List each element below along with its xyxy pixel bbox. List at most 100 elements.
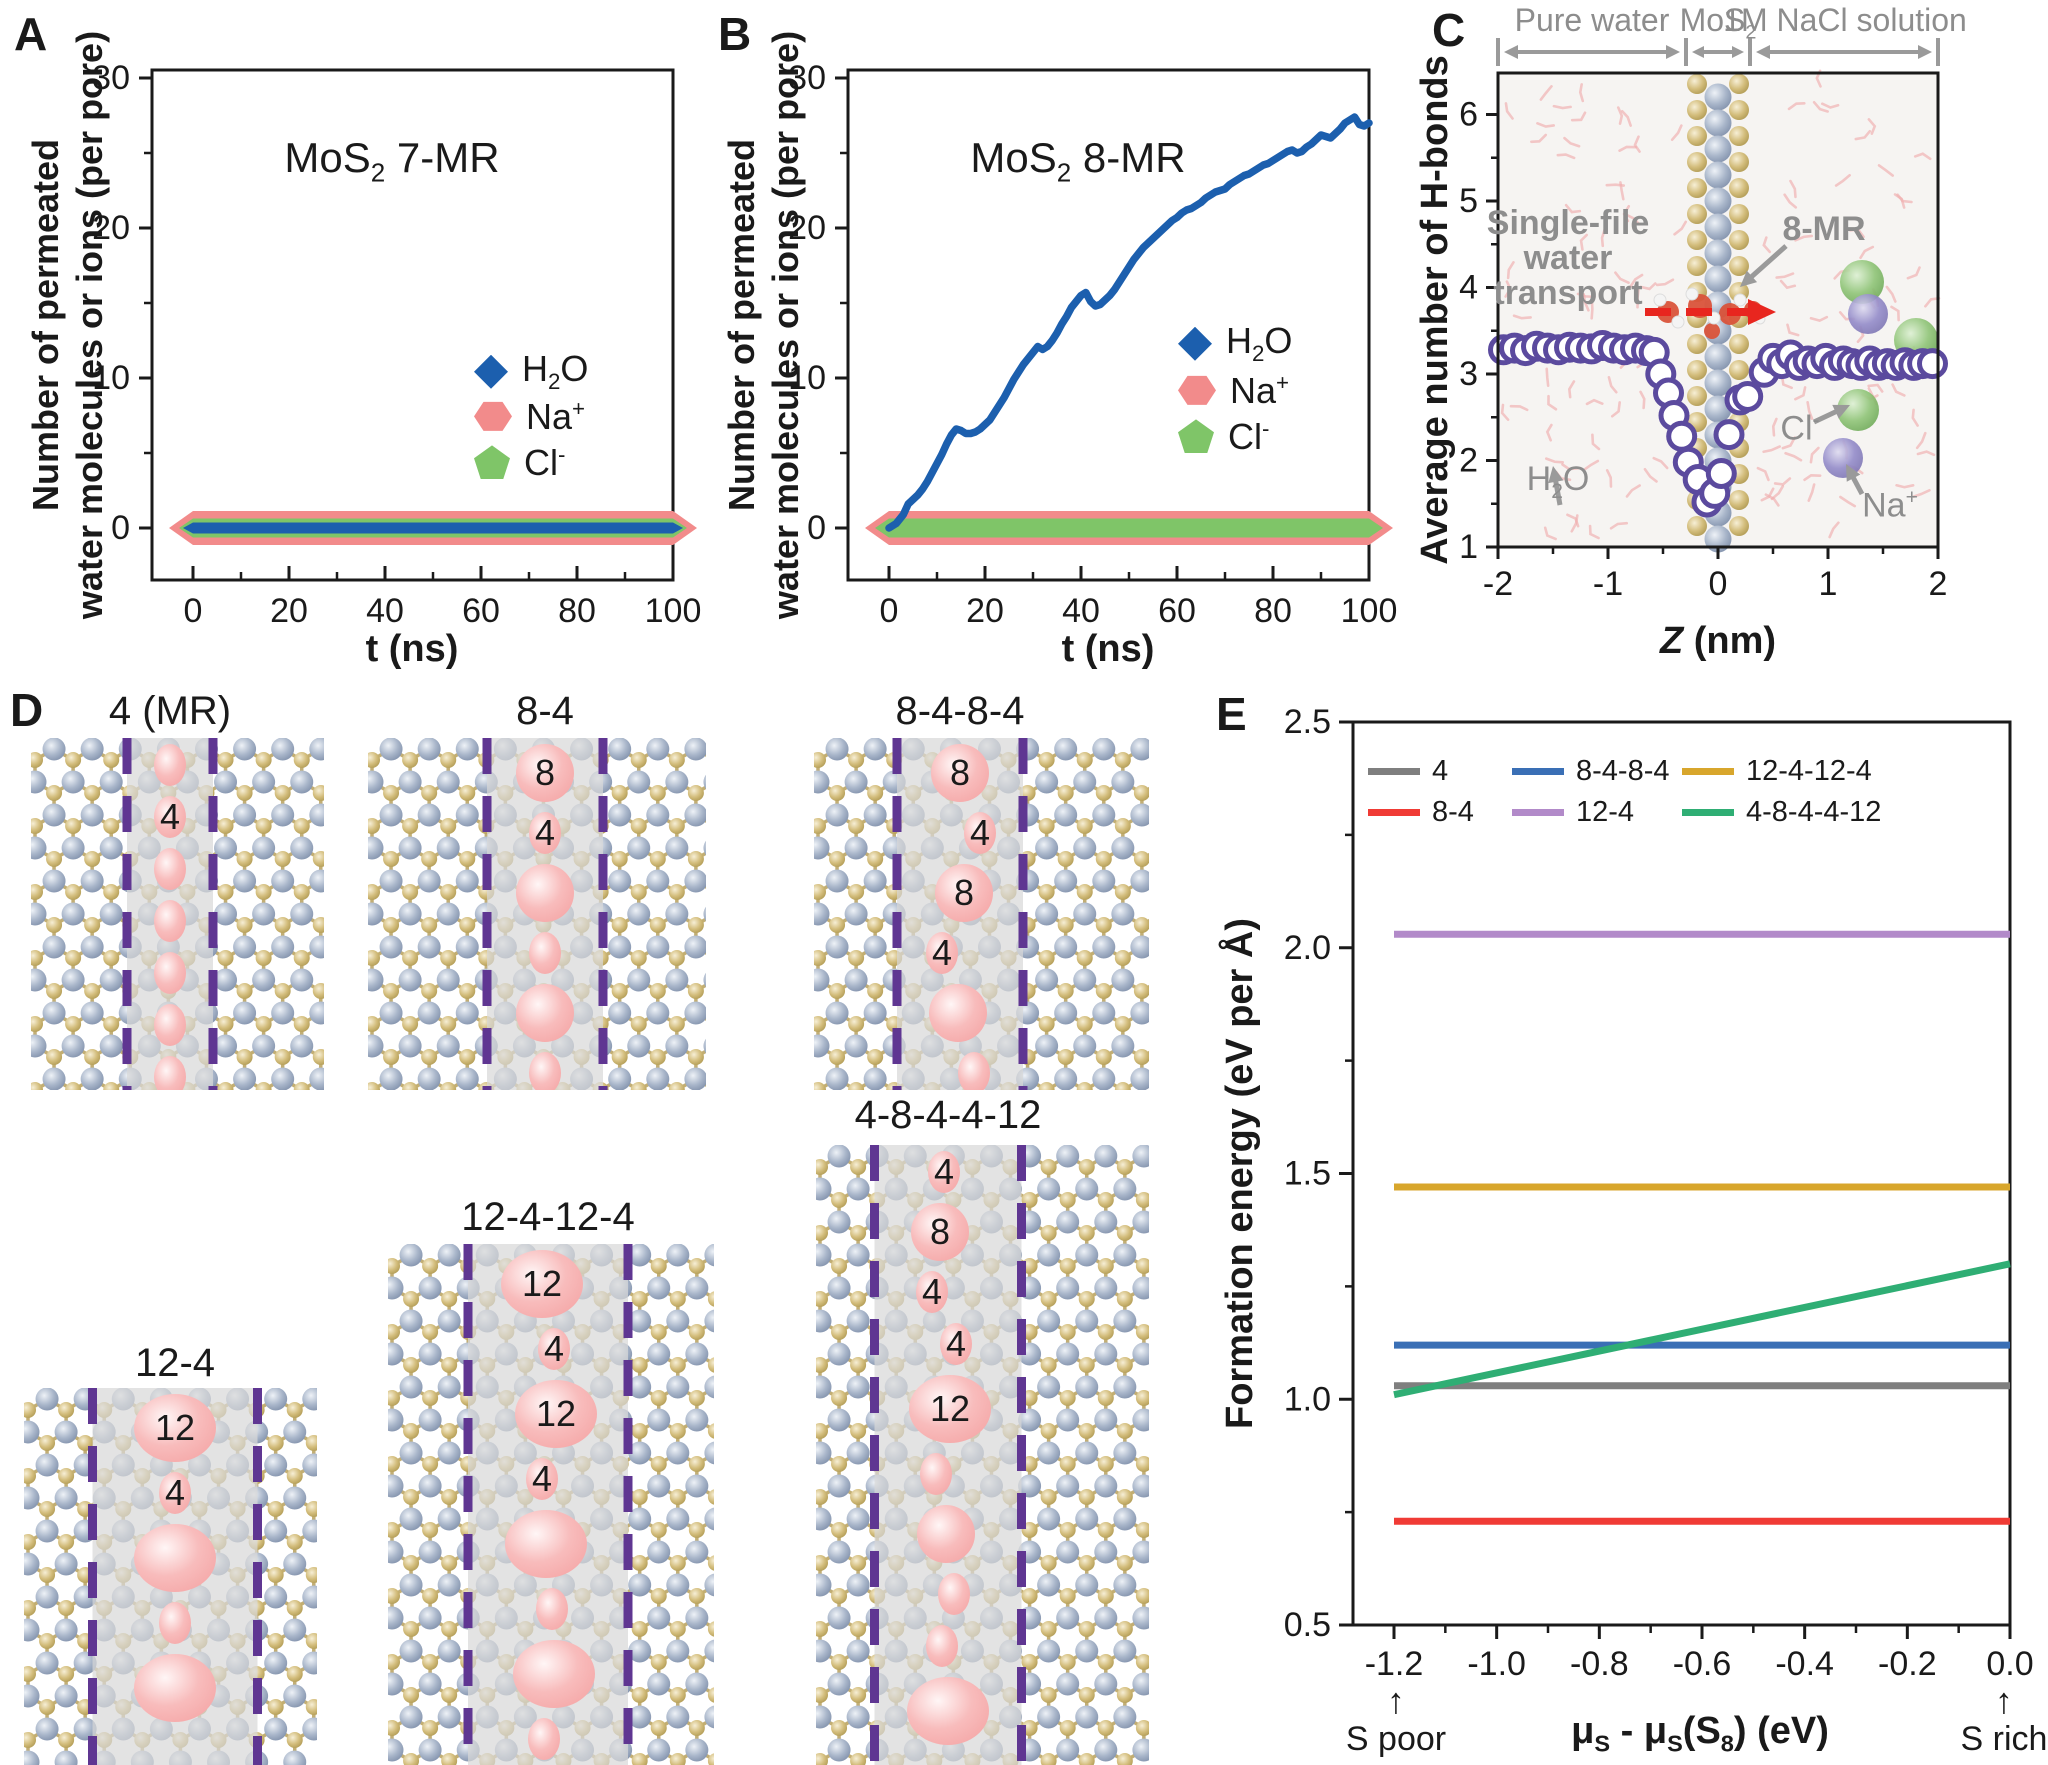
tick-label: 20 [788, 209, 826, 247]
tick-label: 2.5 [1284, 703, 1331, 741]
structure-8-4: 84 [368, 738, 706, 1090]
tick-label: -0.4 [1775, 1645, 1834, 1683]
structure-title-12-4-12-4: 12-4-12-4 [461, 1195, 635, 1239]
cl-pentagon-icon [1178, 419, 1214, 454]
tick-label: -1.0 [1467, 1645, 1526, 1683]
pore-4 [926, 1625, 958, 1667]
panel-b-title: MoS2 8-MR [970, 134, 1186, 188]
pore-12 [909, 1375, 991, 1443]
panel-label-d: D [10, 684, 44, 736]
pore-4 [154, 848, 186, 890]
cl-pentagon-icon [474, 445, 510, 480]
tick-label: 6 [1459, 96, 1478, 134]
tick-label: 2.0 [1284, 929, 1331, 967]
hbond-data-point [1705, 458, 1737, 489]
tick-label: 30 [92, 59, 130, 97]
hbond-data-point [1666, 420, 1698, 452]
pore-4 [958, 1052, 990, 1090]
h2o-diamond-icon [474, 354, 508, 389]
pore-4 [159, 1602, 191, 1644]
tick-label: 1.0 [1284, 1380, 1331, 1418]
pore-size-label: 4 [946, 1323, 966, 1364]
tick-label: -0.6 [1673, 1645, 1732, 1683]
h2o-curve [885, 113, 1373, 532]
panel-e-xlabel: μS - μS(S8) (eV) [1571, 1710, 1829, 1757]
pore-size-label: 4 [544, 1328, 564, 1369]
tick-label: 1.5 [1284, 1155, 1331, 1193]
annotation-cl: Cl- [1780, 409, 1820, 448]
pore-size-label: 12 [536, 1393, 576, 1434]
pore-12 [501, 1250, 583, 1318]
tick-label: 100 [1341, 592, 1398, 630]
na-hexagon-icon [474, 401, 512, 431]
pore-12 [907, 1677, 989, 1745]
pore-4 [536, 1588, 568, 1630]
legend-item-h2o-b: H2O [1178, 322, 1292, 366]
tick-label: 3 [1459, 355, 1478, 393]
pore-4 [154, 1056, 186, 1090]
annotation-h2o: H2O [1526, 460, 1590, 503]
pore-8 [516, 984, 574, 1042]
tick-label: 4 [1459, 269, 1478, 307]
hbond-data-point [1732, 381, 1764, 412]
pore-size-label: 4 [532, 1458, 552, 1499]
structure-title-4-8-4-4-12: 4-8-4-4-12 [854, 1093, 1042, 1137]
structure-12-4: 12 4 [24, 1388, 317, 1765]
tick-label: 2 [1459, 442, 1478, 480]
line-swatch [1512, 808, 1564, 816]
pore-4 [154, 900, 186, 942]
pore-4 [154, 796, 186, 838]
annotation-single-file-3: transport [1493, 274, 1643, 312]
pore-12 [134, 1654, 216, 1722]
structure-title-8-4: 8-4 [516, 689, 574, 733]
tick-label: -0.2 [1878, 1645, 1937, 1683]
panel-label-a: A [14, 8, 48, 60]
na-hexagon-icon [1178, 375, 1216, 405]
pore-8 [516, 744, 574, 802]
e-legend-8-4-8-4: 8-4-8-4 [1512, 756, 1670, 786]
tick-label: 1 [1459, 528, 1478, 566]
y-axis-label: Number of permeated [721, 139, 762, 511]
pore-size-label: 12 [522, 1263, 562, 1304]
pore-size-label: 4 [535, 812, 555, 853]
s-poor-arrow-icon: ↑ [1387, 1680, 1405, 1721]
tick-label: 30 [788, 59, 826, 97]
pore-4 [920, 1453, 952, 1495]
tick-label: 40 [366, 592, 404, 630]
tick-label: 2 [1929, 565, 1948, 603]
pore-size-label: 8 [950, 752, 970, 793]
e-legend-12-4-12-4: 12-4-12-4 [1682, 756, 1872, 786]
legend-item-na-b: Na+ [1178, 371, 1289, 410]
pore-4 [529, 932, 561, 974]
tick-label: 20 [270, 592, 308, 630]
region-label-mos2: MoS2 [1679, 2, 1757, 44]
hbond-data-point [1917, 348, 1948, 380]
line-swatch [1368, 767, 1420, 775]
pore-8 [516, 864, 574, 922]
y-axis-label: Formation energy (eV per Å) [1217, 918, 1261, 1429]
pore-4 [928, 1151, 960, 1193]
pore-8 [931, 744, 989, 802]
pore-size-label: 4 [160, 796, 180, 837]
tick-label: -0.8 [1570, 1645, 1629, 1683]
na-ion-sphere [1848, 294, 1888, 334]
tick-label: 5 [1459, 182, 1478, 220]
structure-12-4-12-4: 12 4 12 4 [388, 1244, 714, 1765]
panel-label-c: C [1432, 4, 1466, 56]
e-legend-8-4: 8-4 [1368, 797, 1474, 827]
tick-label: 0 [111, 509, 130, 547]
tick-label: 0 [1709, 565, 1728, 603]
pore-4 [538, 1328, 570, 1370]
pore-4 [940, 1323, 972, 1365]
annotation-single-file-2: water [1523, 239, 1613, 277]
panel-label-b: B [718, 8, 752, 60]
pore-4 [529, 1052, 561, 1090]
pore-4 [526, 1458, 558, 1500]
pore-12 [513, 1640, 595, 1708]
legend-item-cl-a: Cl- [474, 443, 565, 482]
tick-label: 80 [1254, 592, 1292, 630]
pore-4 [159, 1472, 191, 1514]
tick-label: -1 [1593, 565, 1623, 603]
